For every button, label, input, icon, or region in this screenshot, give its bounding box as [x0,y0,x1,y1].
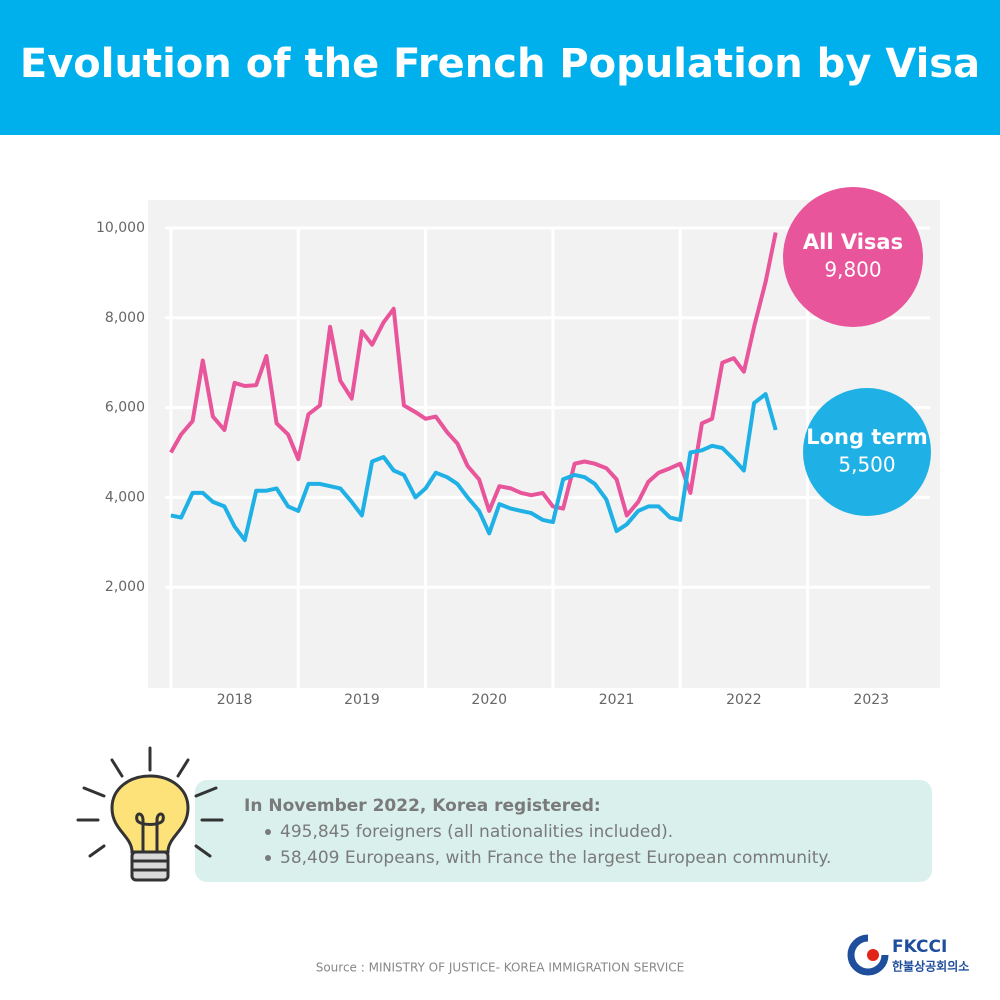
y-tick-label: 4,000 [105,489,145,505]
x-tick-label: 2022 [726,692,762,708]
note-box [195,780,932,882]
note-item: 58,409 Europeans, with France the larges… [280,848,831,868]
y-tick-label: 8,000 [105,310,145,326]
bullet [265,855,271,861]
lightbulb-icon [76,746,224,882]
x-tick-label: 2020 [471,692,507,708]
y-tick-label: 2,000 [105,579,145,595]
series-line [169,232,778,518]
header-bar [0,0,1000,135]
legend-label: All Visas [803,230,903,254]
y-tick-label: 6,000 [105,400,145,416]
bullet [265,829,271,835]
source: Source : MINISTRY OF JUSTICE- KOREA IMMI… [316,961,685,975]
title: Evolution of the French Population by Vi… [20,41,980,87]
logo-mark [847,934,889,976]
y-tick-label: 10,000 [96,220,145,236]
logo-name: FKCCI [892,937,947,957]
x-tick-label: 2023 [853,692,889,708]
callout-label: 5,500 [838,453,895,477]
callout-circle [803,388,931,516]
lines [169,232,778,543]
legend-label: Long term [806,425,928,449]
series-line [170,392,778,543]
callout-circle [783,187,923,327]
x-tick-label: 2019 [344,692,380,708]
x-tick-label: 2021 [599,692,635,708]
x-tick-label: 2018 [217,692,253,708]
logo-subtitle: 한불상공회의소 [892,959,969,974]
callouts: All Visas 9,800 Long term 5,500 [783,187,931,516]
callout-label: 9,800 [824,258,881,282]
note-heading: In November 2022, Korea registered: [244,796,601,816]
note-item: 495,845 foreigners (all nationalities in… [280,822,673,842]
